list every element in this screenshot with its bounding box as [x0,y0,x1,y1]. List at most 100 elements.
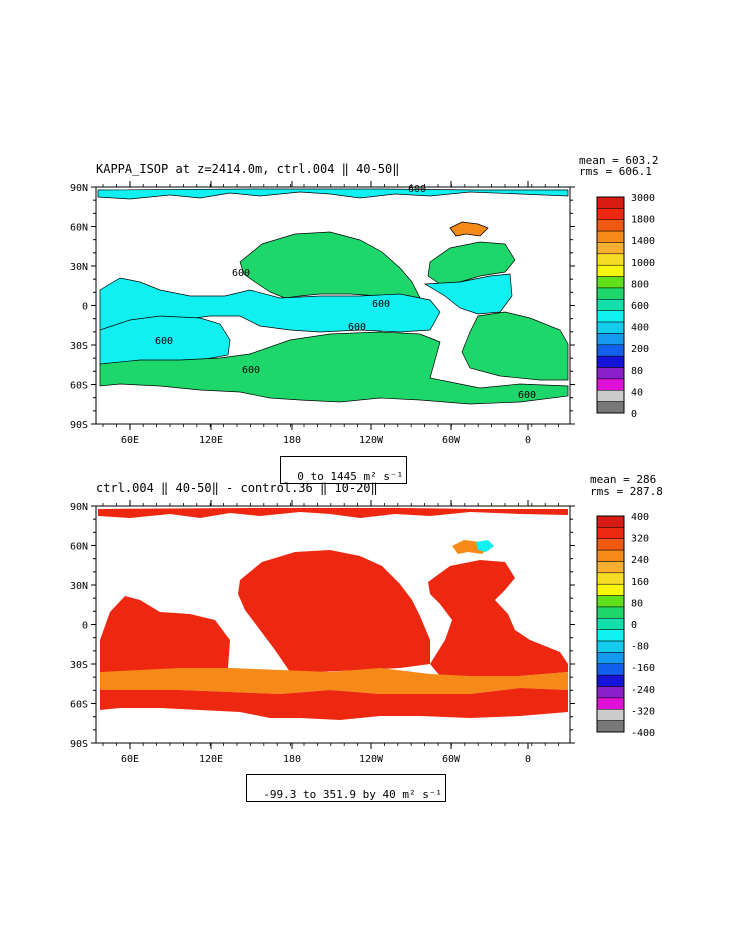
lon-tick-label: 180 [283,754,301,765]
colorbar-label: 40 [631,387,643,398]
lat-tick-label: 0 [82,302,88,313]
lat-tick-label: 60S [70,381,88,392]
panel2-colorbar: 400 320 240 160 80 0 -80 -160 -240 -320 -400 [596,512,655,739]
panel2-arctic-ocean [98,508,568,518]
colorbar-label: -320 [631,706,655,717]
colorbar-swatch [596,697,625,710]
panel2-indian-ocean [100,596,230,672]
lon-tick-label: 0 [525,435,531,446]
panel2-range-text: -99.3 to 351.9 by 40 m² s⁻¹ [263,788,443,801]
lat-tick-label: 30N [70,581,88,592]
colorbar-swatch [596,333,625,346]
panel2-southern-orange-band [100,668,568,694]
lat-tick-label: 90S [70,420,88,431]
lat-tick-label: 90S [70,739,88,750]
panel1-arctic-ocean [97,188,569,200]
panel1-contour-label: 600 [155,336,173,347]
panel1-south-atlantic [461,311,569,381]
panel1-axis-labels: 90N 60N 30N 0 30S 60S 90S 60E 120E 180 120W 60W 0 [70,183,531,446]
colorbar-label: 320 [631,534,649,545]
colorbar-swatch [596,208,625,220]
panel1-contour-label: 600 [372,299,390,310]
panel1-contour-label: 600 [518,390,536,401]
panel2-title: ctrl.004 ‖ 40-50‖ - control.36 ‖ 10-20‖ [96,481,378,495]
colorbar-swatch [596,663,625,676]
lat-tick-label: 60N [70,223,88,234]
colorbar-label: 0 [631,409,637,420]
panel2-axis-ticks [91,500,575,749]
colorbar-swatch [596,640,625,653]
lat-tick-label: 60N [70,542,88,553]
colorbar-swatch [596,378,625,391]
colorbar-swatch [596,344,625,357]
colorbar-label: 1400 [631,236,655,247]
colorbar-swatch [596,242,625,255]
panel1-southern-ocean [99,331,569,405]
panel1-tropical-atlantic [423,273,513,315]
colorbar-swatch [596,572,625,585]
lon-tick-label: 60E [121,435,139,446]
colorbar-swatch [596,538,625,551]
colorbar-frame [596,196,625,414]
colorbar-swatch [596,219,625,232]
colorbar-label: 3000 [631,193,655,204]
panel1-contour-label: 600 [232,268,250,279]
colorbar-label: 400 [631,323,649,334]
panel1-contour-label: 600 [242,365,260,376]
lat-tick-label: 90N [70,502,88,513]
colorbar-label: 400 [631,512,649,523]
colorbar-label: -400 [631,728,655,739]
colorbar-swatch [596,709,625,721]
panel1-rms: rms = 606.1 [579,165,652,178]
colorbar-label: 0 [631,620,637,631]
colorbar-label: 600 [631,301,649,312]
colorbar-swatch [596,583,625,596]
colorbar-swatch [596,287,625,300]
colorbar-label: 80 [631,598,643,609]
colorbar-swatch [596,606,625,619]
colorbar-frame [596,515,625,733]
colorbar-swatch [596,367,625,380]
lon-tick-label: 120E [199,754,223,765]
colorbar-swatch [596,264,625,277]
panel2-labrador-cyan [476,540,494,552]
colorbar-label: 80 [631,366,643,377]
colorbar-swatch [596,561,625,574]
lon-tick-label: 0 [525,754,531,765]
panel1-range-label: 0 to 1445 m² s⁻¹ [280,456,408,484]
panel2-rms: rms = 287.8 [590,485,663,498]
panel1-axis-ticks [91,181,575,430]
colorbar-swatch [596,253,625,266]
colorbar-swatch [596,652,625,665]
colorbar-swatch [596,527,625,539]
colorbar-swatch [596,276,625,289]
colorbar-label: 1800 [631,215,655,226]
colorbar-swatch [596,686,625,699]
lat-tick-label: 30N [70,262,88,273]
panel1-range-text: 0 to 1445 m² s⁻¹ [297,470,404,483]
colorbar-label: 160 [631,577,649,588]
colorbar-label: 800 [631,279,649,290]
lon-tick-label: 120W [359,754,384,765]
panel1-labrador-high [449,221,489,237]
lat-tick-label: 30S [70,660,88,671]
colorbar-swatch [596,196,625,209]
colorbar-swatch [596,618,625,630]
colorbar-swatch [596,515,625,528]
panel2-atlantic-ocean [428,560,568,676]
panel1-north-atlantic [427,241,516,285]
colorbar-swatch [596,629,625,642]
colorbar-swatch [596,549,625,562]
lon-tick-label: 180 [283,435,301,446]
panel1-mean: mean = 603.2 [579,154,659,167]
colorbar-label: 200 [631,344,649,355]
lat-tick-label: 60S [70,700,88,711]
colorbar-swatch [596,321,625,334]
colorbar-label: -240 [631,685,655,696]
colorbar-swatch [596,355,625,368]
panel1-map: 600 600 600 600 600 600 600 [91,181,575,430]
colorbar-swatch [596,720,625,733]
panel1-contour-label: 600 [348,322,366,333]
